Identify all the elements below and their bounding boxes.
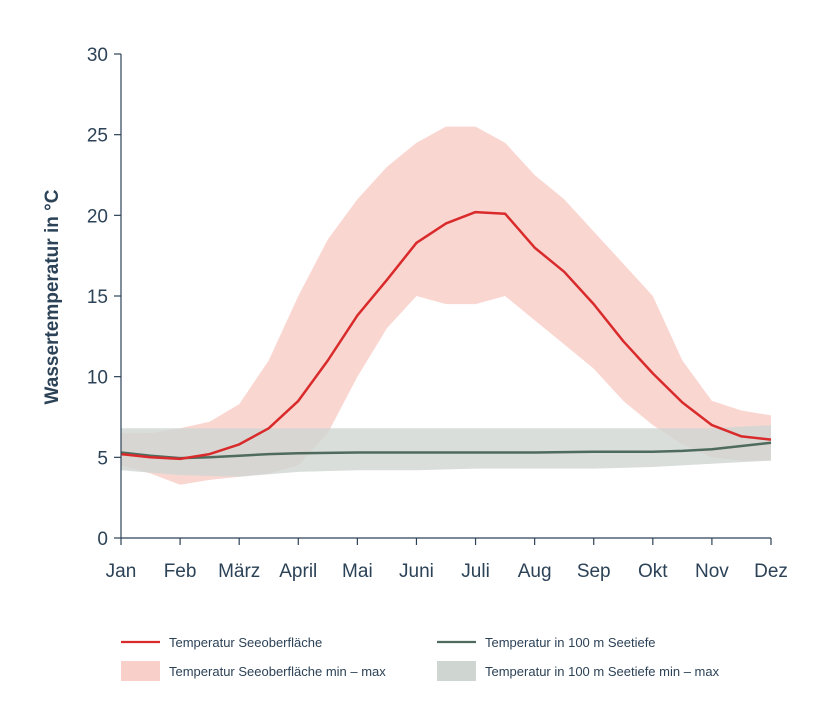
y-tick-label: 0	[97, 529, 108, 550]
x-tick-label: Okt	[638, 561, 668, 582]
surface-temperature-line	[120, 210, 772, 461]
x-tick-label: April	[279, 561, 317, 582]
legend-label: Temperatur Seeoberfläche	[169, 635, 322, 650]
x-tick-label: Juli	[461, 561, 490, 582]
y-tick-label: 5	[97, 448, 108, 469]
legend-band-swatch	[121, 661, 160, 681]
x-tick-label: Juni	[399, 561, 434, 582]
deep-temperature-line	[120, 441, 772, 460]
y-tick-label: 25	[87, 126, 108, 147]
legend-item: Temperatur in 100 m Seetiefe	[437, 635, 656, 650]
legend-item: Temperatur in 100 m Seetiefe min – max	[437, 661, 720, 681]
legend-label: Temperatur in 100 m Seetiefe min – max	[485, 664, 720, 679]
legend-label: Temperatur Seeoberfläche min – max	[169, 664, 386, 679]
x-tick-label: Aug	[518, 561, 552, 582]
y-axis-title: Wassertemperatur in °C	[42, 189, 63, 404]
x-tick-label: Jan	[106, 561, 137, 582]
x-tick-label: März	[218, 561, 260, 582]
x-tick-label: Mai	[342, 561, 373, 582]
min-max-bands	[121, 126, 771, 485]
temperature-lines	[120, 210, 772, 461]
x-tick-label: Nov	[695, 561, 729, 582]
legend-band-swatch	[437, 661, 476, 681]
x-tick-label: Sep	[577, 561, 611, 582]
y-tick-label: 20	[87, 206, 108, 227]
surface-min-max-band	[121, 126, 771, 485]
deep-min-max-band	[121, 425, 771, 477]
legend: Temperatur Seeoberfläche Temperatur in 10…	[121, 635, 720, 681]
legend-item: Temperatur Seeoberfläche	[121, 635, 322, 650]
y-tick-label: 15	[87, 287, 108, 308]
chart-axes: 0 5 10 15 20 25 30 Jan Feb März April Mai Juni Juli Au…	[87, 45, 788, 582]
y-tick-label: 10	[87, 368, 108, 389]
x-tick-label: Feb	[164, 561, 197, 582]
legend-label: Temperatur in 100 m Seetiefe	[485, 635, 656, 650]
x-tick-label: Dez	[754, 561, 788, 582]
y-tick-label: 30	[87, 45, 108, 66]
legend-item: Temperatur Seeoberfläche min – max	[121, 661, 386, 681]
